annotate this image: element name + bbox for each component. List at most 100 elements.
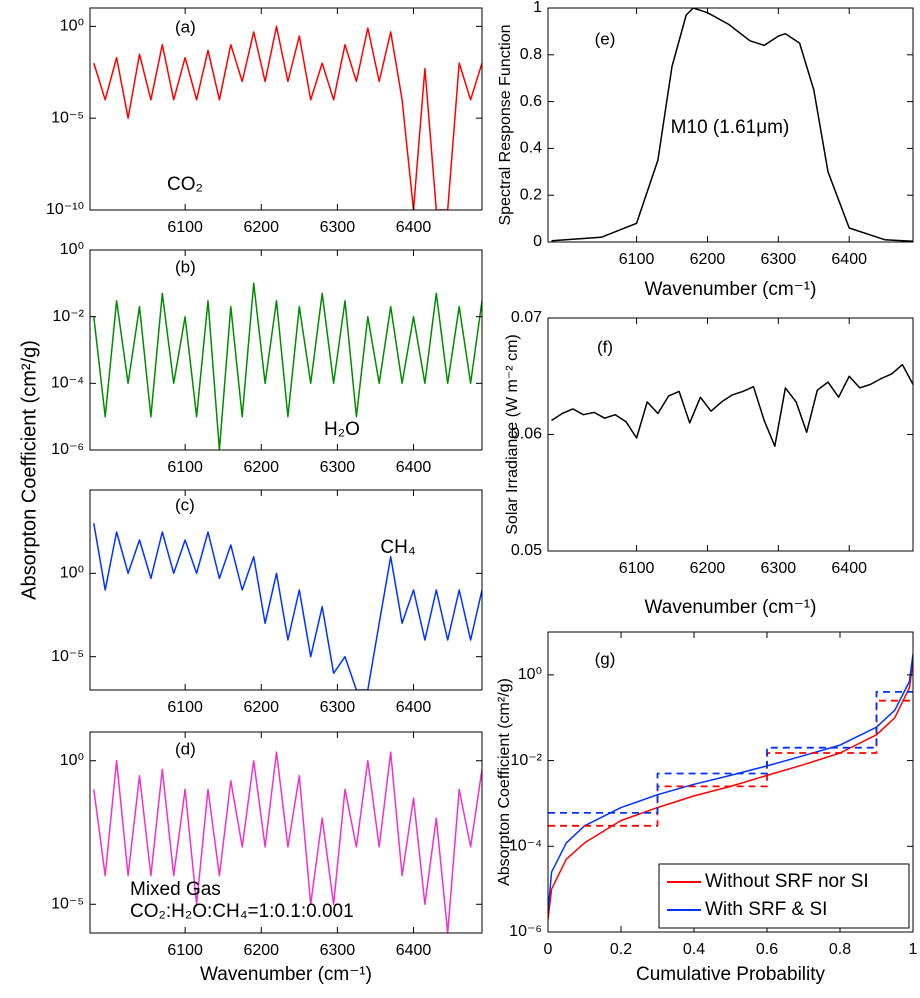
series-line [551, 8, 913, 242]
x-tick-label: 6200 [690, 560, 726, 577]
x-tick-label: 6100 [619, 560, 655, 577]
y-tick-label: 10⁻⁴ [509, 838, 542, 855]
x-axis-label: Wavenumber (cm⁻¹) [200, 964, 372, 985]
x-tick-label: 6400 [396, 459, 432, 476]
x-tick-label: 6200 [243, 699, 279, 716]
legend-label: Without SRF nor SI [705, 871, 869, 892]
plot-area [548, 654, 913, 920]
x-tick-label: 6300 [761, 560, 797, 577]
annotation: (c) [175, 495, 195, 514]
x-axis-label: Wavenumber (cm⁻¹) [645, 279, 817, 300]
y-tick-label: 10⁻⁶ [51, 441, 84, 458]
x-tick-label: 0 [544, 941, 553, 958]
axes-frame [547, 7, 914, 243]
x-tick-label: 6400 [831, 251, 867, 268]
x-tick-label: 6200 [243, 942, 279, 959]
y-tick-label: 10⁰ [60, 241, 84, 258]
x-tick-label: 6100 [167, 459, 203, 476]
axes-frame [89, 7, 483, 211]
x-tick-label: 6400 [396, 942, 432, 959]
x-tick-label: 0.8 [829, 941, 851, 958]
y-tick-label: 10⁰ [518, 666, 542, 683]
y-tick-label: 10⁰ [60, 565, 84, 582]
legend-box [658, 863, 910, 929]
x-tick-label: 6300 [761, 251, 797, 268]
y-axis-label: Spectral Response Function [497, 25, 514, 226]
x-tick-label: 6400 [396, 699, 432, 716]
series-line [548, 691, 913, 814]
y-label-left: Absorpton Coefficient (cm²/g) [18, 340, 40, 600]
y-tick-label: 10⁻¹⁰ [46, 201, 84, 218]
legend-label: With SRF & SI [705, 899, 827, 920]
series-line [93, 282, 482, 450]
x-tick-label: 6200 [243, 219, 279, 236]
x-tick-label: 6100 [167, 699, 203, 716]
x-tick-label: 6300 [320, 219, 356, 236]
axes-frame [89, 249, 483, 451]
x-tick-label: 6200 [243, 459, 279, 476]
annotation: M10 (1.61μm) [671, 117, 790, 138]
y-tick-label: 0.06 [511, 426, 542, 443]
annotation: (f) [597, 337, 613, 356]
axes-frame [547, 631, 914, 933]
plot-area [93, 25, 482, 210]
annotation: CH₄ [380, 537, 415, 558]
axes-frame [89, 489, 483, 691]
x-tick-label: 0.4 [683, 941, 705, 958]
y-tick-label: 10⁰ [60, 18, 84, 35]
y-tick-label: 10⁻⁵ [51, 896, 84, 913]
y-axis-label: Absorpton Coefficient (cm²/g) [496, 678, 513, 886]
annotation: Mixed Gas [130, 879, 221, 900]
x-tick-label: 6100 [167, 219, 203, 236]
y-tick-label: 10⁻⁴ [51, 375, 84, 392]
series-line [93, 523, 482, 690]
x-tick-label: 6300 [320, 942, 356, 959]
series-line [548, 654, 913, 912]
x-tick-label: 1 [909, 941, 918, 958]
series-line [93, 751, 482, 933]
x-axis-label: Cumulative Probability [636, 964, 826, 985]
y-tick-label: 0.4 [520, 140, 542, 157]
series-line [548, 699, 913, 827]
y-axis-label: Solar Irradiance (W m⁻² cm) [504, 334, 521, 534]
y-tick-label: 10⁻² [510, 752, 542, 769]
x-tick-label: 6400 [396, 219, 432, 236]
annotation: H₂O [324, 419, 360, 440]
x-tick-label: 6300 [320, 459, 356, 476]
x-tick-label: 6300 [320, 699, 356, 716]
x-tick-label: 0.6 [756, 941, 778, 958]
y-tick-label: 10⁰ [60, 752, 84, 769]
y-tick-label: 10⁻² [52, 308, 84, 325]
y-tick-label: 10⁻⁵ [51, 648, 84, 665]
annotation: CO₂ [167, 174, 203, 195]
annotation: (g) [595, 649, 616, 668]
annotation: (e) [595, 29, 616, 48]
y-tick-label: 0.8 [520, 46, 542, 63]
axes-frame [89, 731, 483, 934]
y-tick-label: 0.2 [520, 186, 542, 203]
x-tick-label: 6200 [690, 251, 726, 268]
annotation: (b) [175, 257, 196, 276]
plot-area [93, 751, 482, 933]
annotation: (d) [175, 739, 196, 758]
y-tick-label: 1 [533, 0, 542, 16]
x-axis-label: Wavenumber (cm⁻¹) [645, 597, 817, 618]
annotation: CO₂:H₂O:CH₄=1:0.1:0.001 [130, 901, 354, 922]
series-line [93, 25, 482, 210]
series-line [551, 363, 913, 447]
plot-area [93, 523, 482, 690]
plot-area [551, 363, 913, 447]
y-tick-label: 0.6 [520, 93, 542, 110]
y-tick-label: 0.07 [511, 309, 542, 326]
x-tick-label: 6400 [831, 560, 867, 577]
y-tick-label: 0.05 [511, 542, 542, 559]
plot-area [93, 282, 482, 450]
plot-area [551, 8, 913, 242]
x-tick-label: 6100 [619, 251, 655, 268]
y-tick-label: 0 [533, 233, 542, 250]
x-tick-label: 6100 [167, 942, 203, 959]
x-tick-label: 0.2 [610, 941, 632, 958]
y-tick-label: 10⁻⁵ [51, 109, 84, 126]
y-tick-label: 10⁻⁶ [509, 923, 542, 940]
